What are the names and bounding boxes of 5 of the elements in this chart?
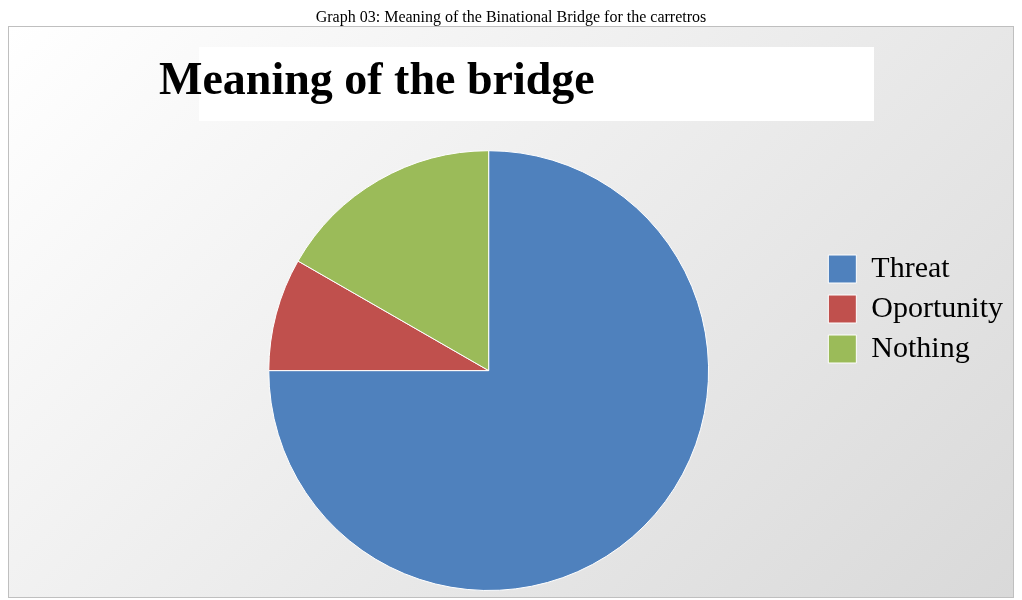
legend-label: Oportunity xyxy=(871,289,1004,323)
caption: Graph 03: Meaning of the Binational Bridge for the carretros xyxy=(314,8,708,26)
legend-label: Nothing xyxy=(871,329,970,363)
legend-label: Threat xyxy=(871,249,951,283)
chart-title: Meaning of the bridge xyxy=(159,53,595,105)
